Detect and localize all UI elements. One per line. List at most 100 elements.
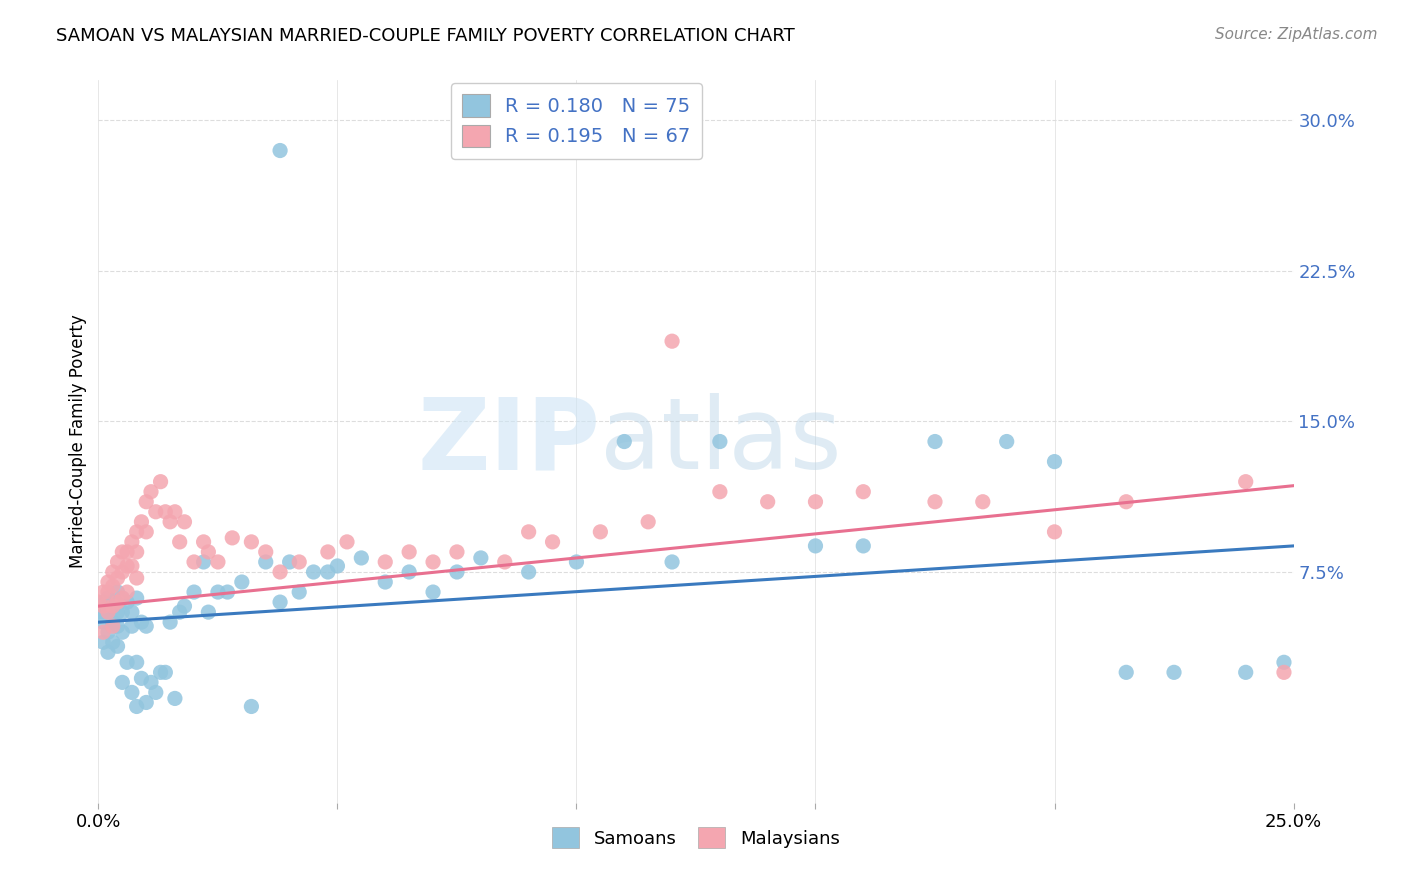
Point	[121, 685, 143, 699]
Point	[131, 615, 153, 630]
Point	[269, 144, 291, 158]
Point	[197, 605, 219, 619]
Text: Source: ZipAtlas.com: Source: ZipAtlas.com	[1215, 27, 1378, 42]
Point	[1115, 494, 1137, 508]
Point	[107, 639, 129, 653]
Point	[517, 565, 540, 579]
Point	[494, 555, 516, 569]
Point	[107, 605, 129, 619]
Point	[1115, 665, 1137, 680]
Point	[517, 524, 540, 539]
Point	[183, 585, 205, 599]
Point	[159, 615, 181, 630]
Point	[101, 635, 124, 649]
Point	[163, 691, 186, 706]
Point	[97, 645, 120, 659]
Point	[91, 605, 114, 619]
Point	[207, 555, 229, 569]
Point	[374, 555, 396, 569]
Point	[1234, 475, 1257, 489]
Point	[107, 571, 129, 585]
Point	[924, 434, 946, 449]
Point	[111, 591, 134, 606]
Point	[637, 515, 659, 529]
Point	[240, 699, 263, 714]
Point	[131, 515, 153, 529]
Point	[115, 558, 138, 574]
Point	[107, 619, 129, 633]
Text: ZIP: ZIP	[418, 393, 600, 490]
Point	[804, 494, 827, 508]
Point	[302, 565, 325, 579]
Point	[1043, 524, 1066, 539]
Point	[125, 545, 148, 559]
Point	[183, 555, 205, 569]
Point	[107, 595, 129, 609]
Point	[115, 585, 138, 599]
Point	[159, 515, 181, 529]
Point	[852, 484, 875, 499]
Point	[541, 534, 564, 549]
Point	[155, 665, 177, 680]
Point	[207, 585, 229, 599]
Point	[193, 534, 215, 549]
Point	[1272, 655, 1295, 669]
Point	[565, 555, 588, 569]
Point	[135, 696, 157, 710]
Point	[111, 605, 134, 619]
Point	[139, 675, 162, 690]
Point	[91, 595, 114, 609]
Point	[221, 531, 243, 545]
Point	[115, 595, 138, 609]
Point	[107, 585, 129, 599]
Point	[97, 605, 120, 619]
Point	[613, 434, 636, 449]
Point	[231, 574, 253, 589]
Point	[87, 595, 110, 609]
Point	[193, 555, 215, 569]
Point	[91, 625, 114, 640]
Point	[97, 585, 120, 599]
Point	[422, 585, 444, 599]
Point	[101, 565, 124, 579]
Point	[589, 524, 612, 539]
Point	[972, 494, 994, 508]
Text: atlas: atlas	[600, 393, 842, 490]
Point	[101, 615, 124, 630]
Point	[97, 574, 120, 589]
Point	[149, 475, 172, 489]
Point	[470, 551, 492, 566]
Point	[145, 685, 167, 699]
Point	[269, 565, 291, 579]
Point	[1163, 665, 1185, 680]
Point	[326, 558, 349, 574]
Point	[852, 539, 875, 553]
Point	[139, 484, 162, 499]
Point	[115, 545, 138, 559]
Point	[91, 615, 114, 630]
Point	[661, 334, 683, 349]
Point	[398, 545, 420, 559]
Point	[121, 534, 143, 549]
Point	[446, 545, 468, 559]
Point	[97, 625, 120, 640]
Point	[197, 545, 219, 559]
Point	[240, 534, 263, 549]
Point	[756, 494, 779, 508]
Point	[111, 625, 134, 640]
Point	[446, 565, 468, 579]
Point	[155, 505, 177, 519]
Point	[1234, 665, 1257, 680]
Point	[97, 591, 120, 606]
Point	[149, 665, 172, 680]
Point	[107, 555, 129, 569]
Point	[111, 565, 134, 579]
Point	[336, 534, 359, 549]
Point	[121, 605, 143, 619]
Point	[398, 565, 420, 579]
Point	[169, 534, 191, 549]
Point	[111, 545, 134, 559]
Point	[111, 591, 134, 606]
Point	[97, 605, 120, 619]
Point	[169, 605, 191, 619]
